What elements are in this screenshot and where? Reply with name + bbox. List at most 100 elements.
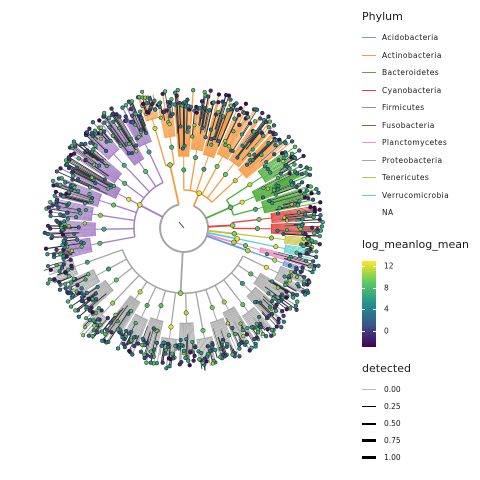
tree-node [281, 231, 286, 237]
tree-node [270, 200, 275, 206]
leaf-branch [210, 142, 217, 157]
colorbar-tick-mark [362, 287, 365, 289]
clade-branch [207, 231, 238, 240]
leaf-tip-branch [278, 207, 315, 214]
tree-node [117, 114, 122, 119]
leaf-branch [128, 153, 137, 164]
leaf-tip-branch [249, 121, 267, 144]
leaf-branch [125, 119, 141, 147]
tree-node [162, 89, 168, 94]
leaf-branch [261, 197, 273, 203]
tree-node [102, 129, 107, 134]
leaf-branch [259, 275, 279, 289]
tree-node [45, 223, 51, 229]
leaf-branch [63, 234, 96, 238]
tree-node [275, 187, 280, 192]
tree-node [115, 319, 120, 324]
tree-node [147, 96, 152, 101]
leaf-branch [248, 311, 254, 318]
tree-node [124, 328, 129, 333]
leaf-tip-branch [265, 140, 293, 163]
phylum-color-key [362, 107, 376, 109]
tree-node [294, 292, 300, 298]
tree-node [239, 199, 245, 205]
tree-node [140, 101, 146, 107]
clade-branch [206, 235, 249, 252]
leaf-branch [282, 264, 297, 271]
clade-branch [207, 224, 233, 228]
leaf-tip-branch [230, 109, 257, 151]
leaf-branch [271, 219, 282, 222]
tree-node [208, 88, 213, 93]
phylum-legend-label: Verrucomicrobia [382, 190, 450, 200]
tree-node [310, 197, 316, 202]
leaf-tip-branch [273, 296, 291, 309]
leaf-branch [107, 193, 117, 199]
leaf-tip-branch [60, 278, 74, 286]
leaf-branch [244, 161, 261, 176]
phylum-color-key [362, 72, 376, 74]
tree-node [234, 236, 240, 242]
leaf-branch [129, 299, 137, 310]
leaf-branch [186, 131, 188, 157]
subclade-branch [230, 272, 243, 284]
tree-node [237, 122, 242, 128]
subclade-branch [100, 214, 135, 222]
tree-node [205, 344, 210, 349]
tree-node [245, 114, 251, 120]
leaf-tip-branch [70, 273, 89, 284]
leaf-branch [254, 188, 274, 198]
tree-node [201, 166, 207, 172]
tree-node [231, 231, 237, 237]
phylum-legend-item: Proteobacteria [362, 152, 449, 170]
leaf-branch [253, 282, 274, 300]
tree-node [287, 256, 292, 261]
leaf-branch [135, 145, 145, 159]
leaf-branch [235, 149, 248, 165]
leaf-branch [251, 291, 260, 299]
leaf-branch [206, 129, 216, 156]
tree-node [146, 149, 152, 155]
leaf-tip-branch [237, 109, 255, 137]
leaf-tip-branch [245, 131, 255, 144]
tree-node [258, 300, 263, 305]
tree-node [66, 224, 71, 229]
leaf-branch [170, 116, 174, 137]
tree-node [72, 231, 77, 237]
tree-node [262, 164, 267, 169]
detected-legend-label: 0.25 [384, 402, 401, 411]
leaf-tip-branch [288, 208, 315, 214]
leaf-branch [221, 137, 232, 156]
tree-node [183, 310, 189, 316]
tree-node [320, 219, 325, 225]
leaf-tip-branch [177, 89, 181, 137]
leaf-branch [117, 298, 135, 322]
tree-node [110, 300, 116, 306]
leaf-tip-branch [272, 286, 288, 298]
tree-node [47, 277, 52, 282]
tree-node [238, 106, 243, 111]
leaf-tip-branch [253, 133, 275, 155]
tree-node [222, 101, 227, 107]
leaf-tip-branch [176, 95, 181, 149]
tree-node [208, 127, 213, 132]
leaf-tip-branch [245, 131, 261, 150]
tree-node [123, 103, 129, 108]
tree-node [144, 302, 150, 308]
tree-node [130, 151, 135, 156]
tree-node [292, 162, 297, 167]
leaf-branch [77, 235, 96, 238]
colorbar-tick-label: 0 [384, 326, 389, 336]
leaf-branch [253, 184, 274, 195]
leaf-branch [189, 323, 193, 352]
leaf-branch [84, 202, 98, 207]
tree-node [79, 240, 84, 245]
leaf-tip-branch [269, 190, 301, 202]
tree-node [98, 136, 103, 141]
tree-node [63, 286, 68, 291]
subclade-branch [154, 128, 167, 167]
tree-node [60, 232, 66, 237]
leaf-branch [96, 283, 108, 292]
leaf-tip-branch [69, 158, 115, 187]
